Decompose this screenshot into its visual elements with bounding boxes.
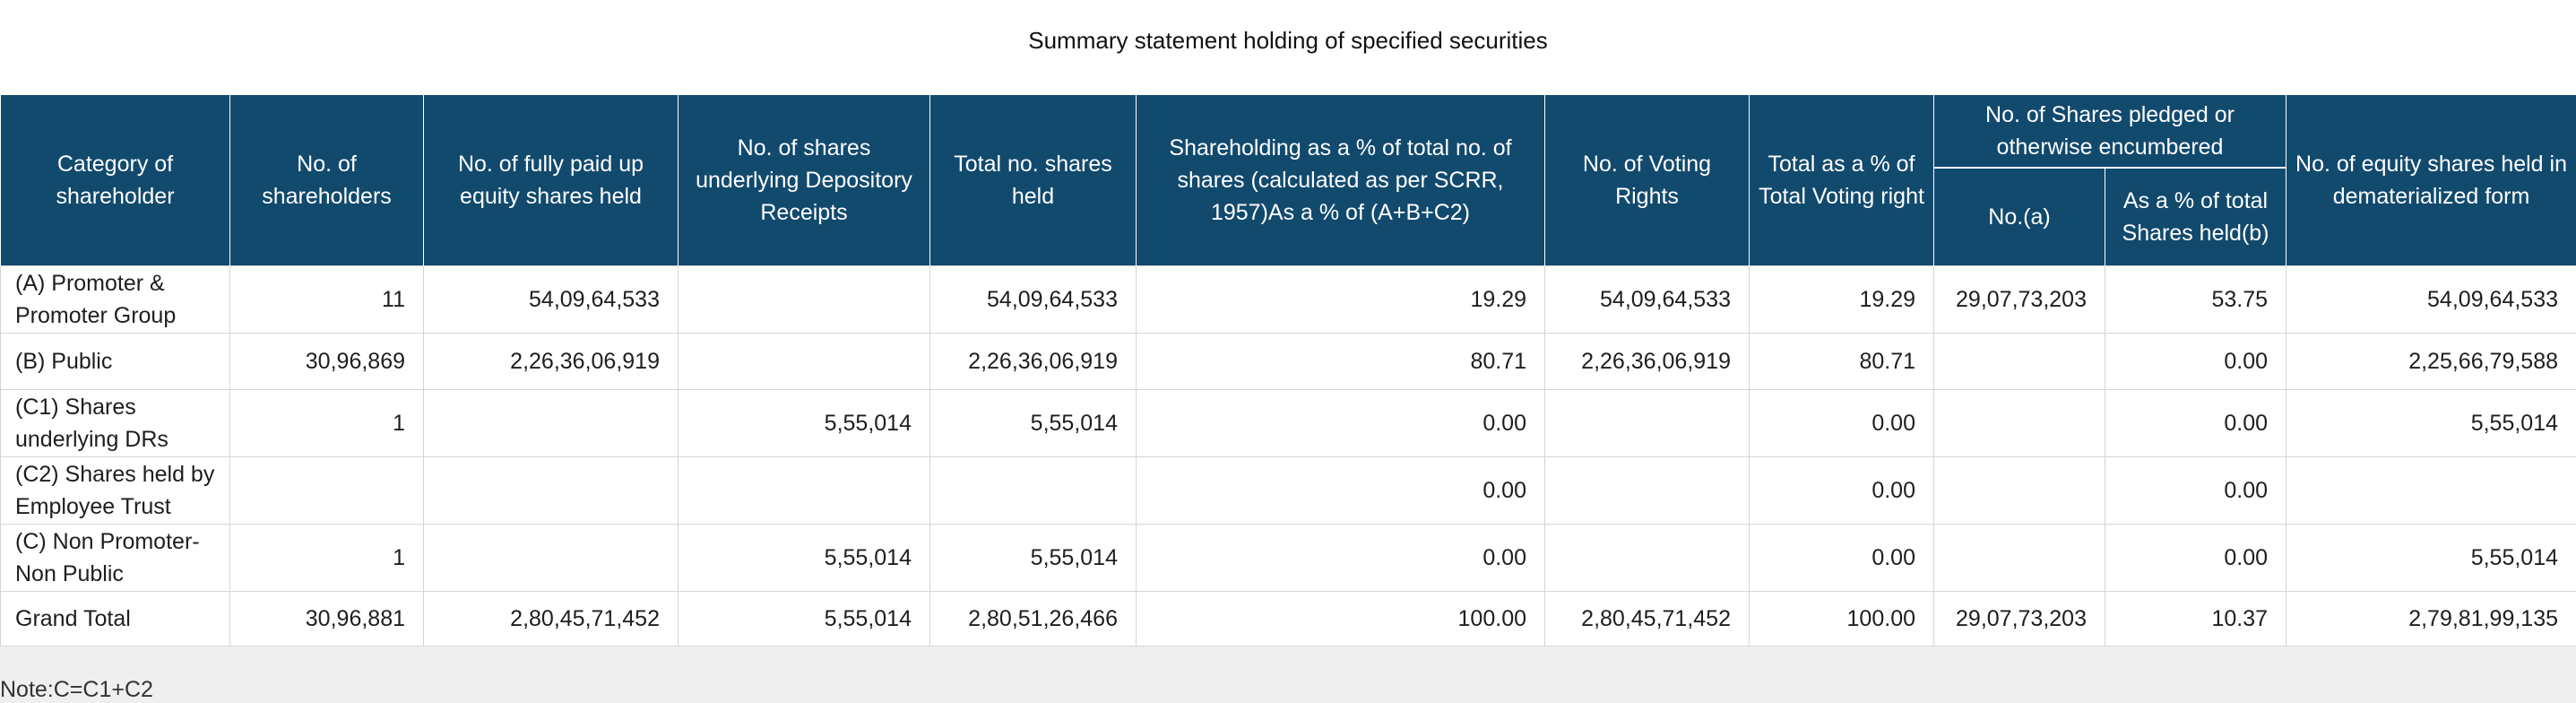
- cell-pledged-pct: 53.75: [2105, 266, 2286, 334]
- cell-pledged-no: 29,07,73,203: [1934, 266, 2105, 334]
- footnote: Note:C=C1+C2: [0, 677, 153, 703]
- cell-voting-rights: 2,80,45,71,452: [1545, 592, 1750, 647]
- cell-fully-paid: [424, 525, 679, 592]
- cell-fully-paid: 2,80,45,71,452: [424, 592, 679, 647]
- cell-pledged-pct: 0.00: [2105, 525, 2286, 592]
- cell-total-shares: 2,80,51,26,466: [930, 592, 1137, 647]
- cell-depository: 5,55,014: [679, 592, 930, 647]
- cell-voting-rights: [1545, 525, 1750, 592]
- cell-depository: 5,55,014: [679, 525, 930, 592]
- cell-category: (C1) Shares underlying DRs: [1, 390, 230, 457]
- col-header-fully-paid: No. of fully paid up equity shares held: [424, 95, 679, 266]
- cell-pledged-pct: 0.00: [2105, 334, 2286, 390]
- cell-pledged-pct: 0.00: [2105, 390, 2286, 457]
- col-header-total-shares: Total no. shares held: [930, 95, 1137, 266]
- col-header-pledged-group: No. of Shares pledged or otherwise encum…: [1934, 95, 2286, 168]
- cell-fully-paid: [424, 390, 679, 457]
- cell-depository: [679, 334, 930, 390]
- table-header: Category of shareholder No. of sharehold…: [1, 95, 2576, 266]
- cell-fully-paid: [424, 457, 679, 525]
- cell-depository: [679, 457, 930, 525]
- cell-pledged-no: [1934, 457, 2105, 525]
- page-title: Summary statement holding of specified s…: [0, 27, 2576, 55]
- cell-category: Grand Total: [1, 592, 230, 647]
- cell-total-voting-pct: 100.00: [1750, 592, 1934, 647]
- cell-shareholding-pct: 100.00: [1137, 592, 1545, 647]
- cell-voting-rights: 54,09,64,533: [1545, 266, 1750, 334]
- cell-category: (A) Promoter & Promoter Group: [1, 266, 230, 334]
- cell-demat: 2,25,66,79,588: [2286, 334, 2576, 390]
- cell-total-shares: [930, 457, 1137, 525]
- col-header-category: Category of shareholder: [1, 95, 230, 266]
- cell-total-voting-pct: 19.29: [1750, 266, 1934, 334]
- cell-demat: 2,79,81,99,135: [2286, 592, 2576, 647]
- cell-demat: 54,09,64,533: [2286, 266, 2576, 334]
- cell-shareholding-pct: 0.00: [1137, 390, 1545, 457]
- cell-num-shareholders: 30,96,869: [230, 334, 424, 390]
- col-header-pledged-no: No.(a): [1934, 168, 2105, 266]
- col-header-shareholding-pct: Shareholding as a % of total no. of shar…: [1137, 95, 1545, 266]
- cell-depository: [679, 266, 930, 334]
- cell-total-voting-pct: 80.71: [1750, 334, 1934, 390]
- col-header-depository: No. of shares underlying Depository Rece…: [679, 95, 930, 266]
- cell-category: (B) Public: [1, 334, 230, 390]
- cell-pledged-no: [1934, 390, 2105, 457]
- cell-pledged-pct: 10.37: [2105, 592, 2286, 647]
- cell-demat: 5,55,014: [2286, 390, 2576, 457]
- cell-voting-rights: [1545, 390, 1750, 457]
- cell-total-voting-pct: 0.00: [1750, 390, 1934, 457]
- cell-total-voting-pct: 0.00: [1750, 457, 1934, 525]
- cell-pledged-pct: 0.00: [2105, 457, 2286, 525]
- cell-demat: 5,55,014: [2286, 525, 2576, 592]
- cell-depository: 5,55,014: [679, 390, 930, 457]
- cell-num-shareholders: 30,96,881: [230, 592, 424, 647]
- cell-shareholding-pct: 80.71: [1137, 334, 1545, 390]
- cell-pledged-no: [1934, 525, 2105, 592]
- cell-total-shares: 2,26,36,06,919: [930, 334, 1137, 390]
- cell-demat: [2286, 457, 2576, 525]
- cell-pledged-no: [1934, 334, 2105, 390]
- cell-fully-paid: 2,26,36,06,919: [424, 334, 679, 390]
- col-header-pledged-pct: As a % of total Shares held(b): [2105, 168, 2286, 266]
- cell-total-shares: 5,55,014: [930, 390, 1137, 457]
- cell-num-shareholders: 1: [230, 525, 424, 592]
- cell-voting-rights: [1545, 457, 1750, 525]
- cell-fully-paid: 54,09,64,533: [424, 266, 679, 334]
- cell-num-shareholders: 11: [230, 266, 424, 334]
- shareholding-summary-table: Category of shareholder No. of sharehold…: [0, 95, 2576, 647]
- cell-pledged-no: 29,07,73,203: [1934, 592, 2105, 647]
- cell-total-shares: 54,09,64,533: [930, 266, 1137, 334]
- col-header-voting-rights: No. of Voting Rights: [1545, 95, 1750, 266]
- cell-num-shareholders: [230, 457, 424, 525]
- col-header-num-shareholders: No. of shareholders: [230, 95, 424, 266]
- col-header-demat: No. of equity shares held in demateriali…: [2286, 95, 2576, 266]
- cell-total-voting-pct: 0.00: [1750, 525, 1934, 592]
- cell-shareholding-pct: 0.00: [1137, 457, 1545, 525]
- cell-total-shares: 5,55,014: [930, 525, 1137, 592]
- cell-shareholding-pct: 19.29: [1137, 266, 1545, 334]
- cell-shareholding-pct: 0.00: [1137, 525, 1545, 592]
- table-row: (C2) Shares held by Employee Trust 0.00 0.…: [1, 457, 2576, 525]
- cell-category: (C) Non Promoter-Non Public: [1, 525, 230, 592]
- cell-category: (C2) Shares held by Employee Trust: [1, 457, 230, 525]
- cell-num-shareholders: 1: [230, 390, 424, 457]
- cell-voting-rights: 2,26,36,06,919: [1545, 334, 1750, 390]
- col-header-total-voting-pct: Total as a % of Total Voting right: [1750, 95, 1934, 266]
